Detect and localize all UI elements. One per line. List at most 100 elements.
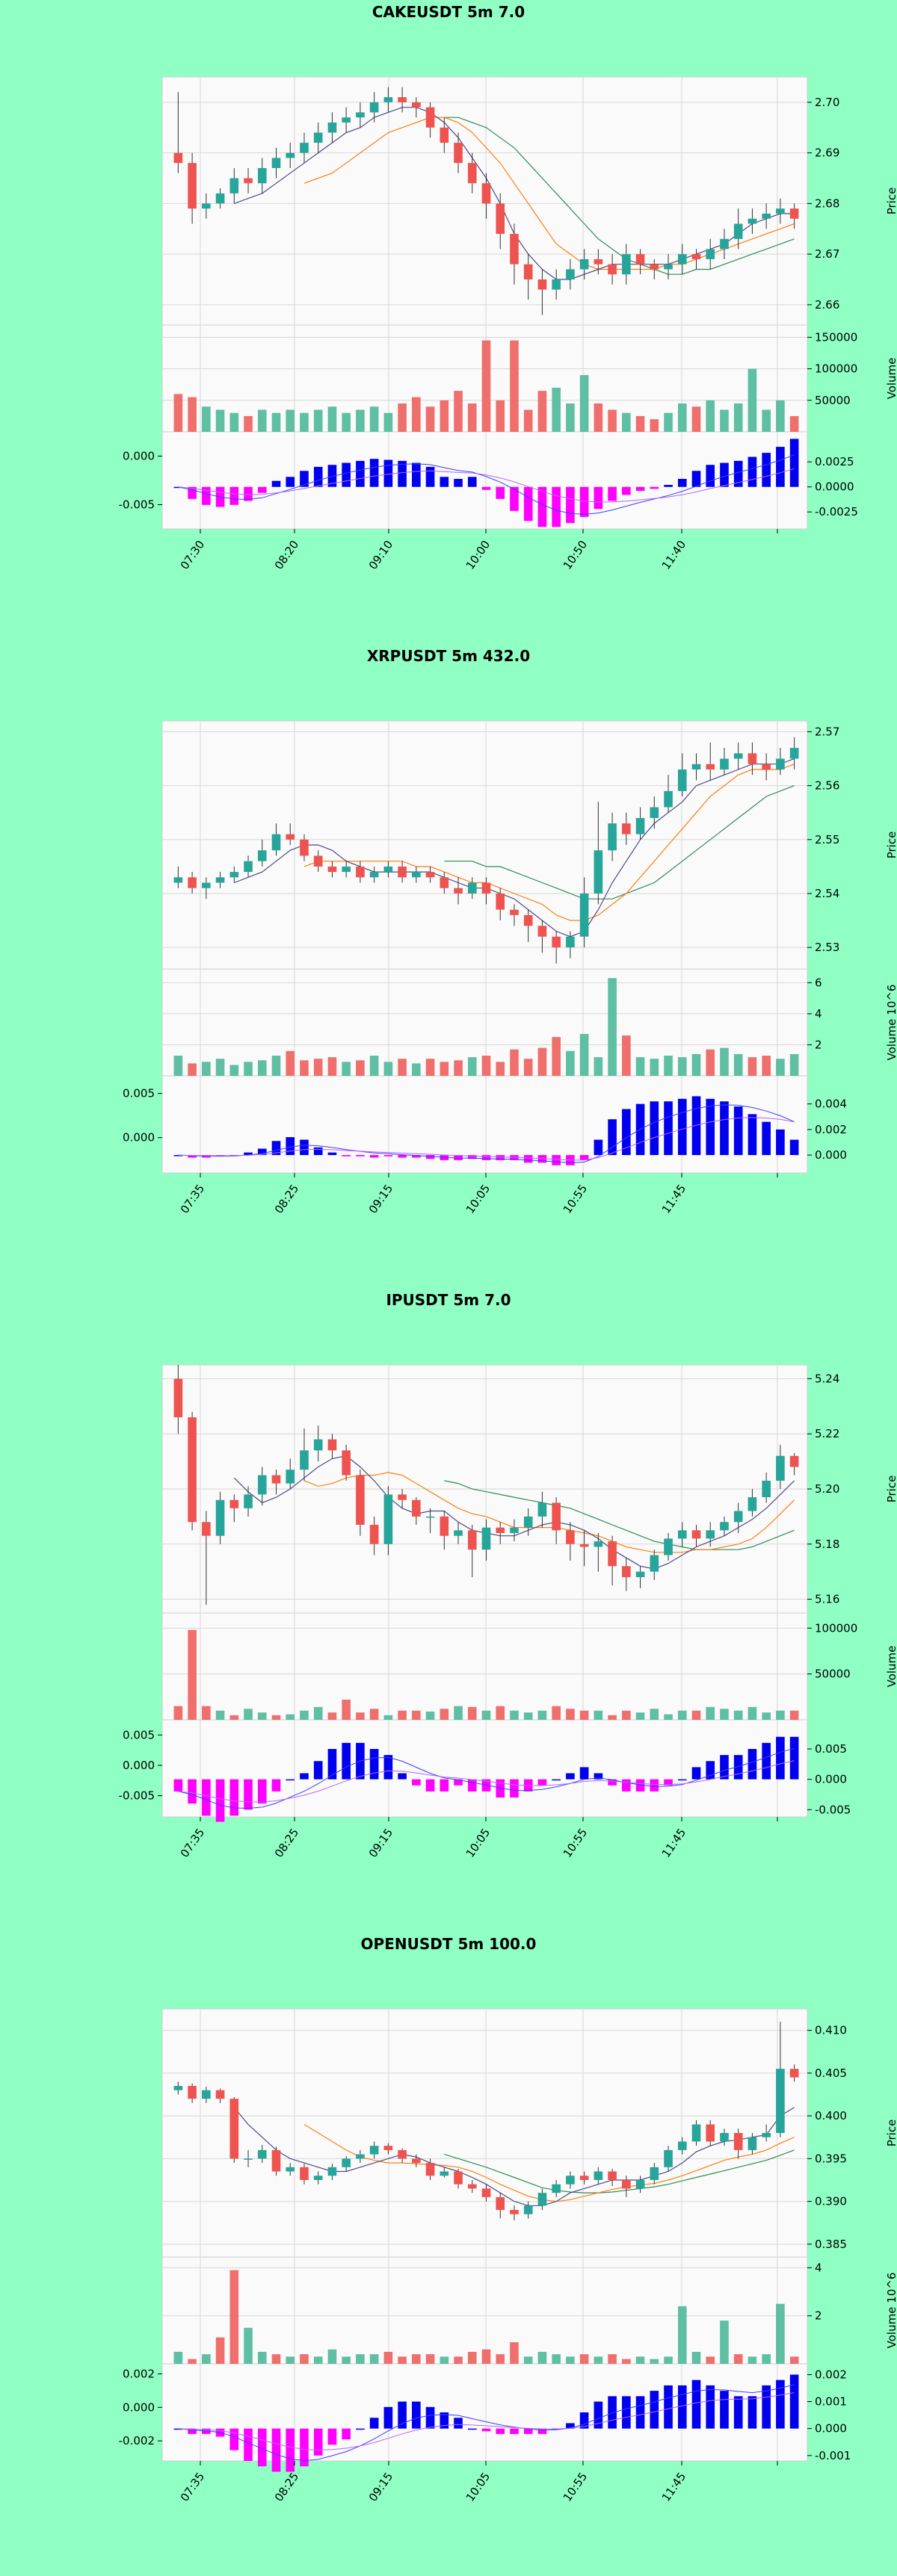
macd-right-tick-label: -0.0025 — [815, 505, 858, 518]
x-tick-label: 08:25 — [272, 1826, 302, 1860]
volume-bar — [537, 1710, 547, 1720]
chart-title: OPENUSDT 5m 100.0 — [360, 1935, 537, 1953]
ma-fast-line — [234, 758, 795, 938]
candle-body — [244, 1494, 253, 1508]
volume-bar — [776, 2303, 785, 2364]
chart-panel: XRPUSDT 5m 432.0 2.53 2.54 2.55 2.56 2.57 Pric… — [0, 644, 897, 1288]
macd-histogram-bar — [244, 1152, 253, 1156]
macd-histogram-bar — [552, 1779, 561, 1781]
candle-body — [286, 834, 295, 840]
macd-histogram-bar — [733, 2396, 743, 2429]
macd-histogram-bar — [481, 486, 491, 490]
ma-slow-line — [444, 1480, 795, 1550]
volume-axis-label: Volume 10^6 — [885, 2273, 897, 2349]
volume-bar — [762, 2354, 771, 2364]
volume-bar — [244, 415, 253, 432]
candle-body — [608, 264, 617, 275]
volume-bar — [650, 419, 659, 432]
candle-body — [467, 1530, 477, 1550]
volume-bar — [510, 1710, 519, 1720]
candle-body — [271, 1475, 281, 1484]
volume-bar — [552, 2354, 561, 2364]
macd-left-tick-label: 0.005 — [123, 1728, 155, 1741]
macd-histogram-bar — [789, 2374, 799, 2429]
candle-body — [733, 1511, 743, 1523]
volume-bar — [342, 2356, 351, 2364]
macd-histogram-bar — [229, 2428, 239, 2450]
volume-bar — [342, 1700, 351, 1720]
macd-histogram-bar — [383, 1155, 393, 1157]
candle-body — [313, 132, 323, 143]
candle-body — [622, 254, 631, 275]
volume-bar — [608, 1715, 617, 1720]
macd-histogram-bar — [327, 465, 337, 487]
macd-right-tick-label: 0.0025 — [815, 455, 854, 468]
macd-histogram-bar — [398, 2401, 407, 2429]
macd-histogram-bar — [720, 2391, 729, 2429]
candle-body — [313, 1439, 323, 1451]
candle-body — [622, 823, 631, 835]
macd-histogram-bar — [467, 2428, 477, 2430]
price-axis-label: Price — [885, 2120, 897, 2147]
macd-histogram-bar — [257, 486, 267, 493]
macd-histogram-bar — [691, 1096, 701, 1156]
macd-histogram-bar — [706, 1761, 715, 1780]
x-tick-label: 10:05 — [463, 1182, 493, 1216]
macd-histogram-bar — [425, 466, 435, 487]
macd-right-tick-label: 0.001 — [815, 2395, 847, 2409]
candle-body — [537, 926, 547, 937]
volume-bar — [664, 412, 673, 432]
candle-body — [271, 834, 281, 851]
macd-histogram-bar — [566, 1773, 575, 1780]
volume-bar — [356, 1712, 365, 1720]
macd-histogram-bar — [467, 477, 477, 487]
candle-body — [776, 758, 785, 770]
candle-body — [229, 178, 239, 193]
price-tick-label: 2.68 — [815, 196, 839, 210]
macd-histogram-bar — [454, 2418, 463, 2429]
candle-body — [706, 2124, 715, 2142]
macd-histogram-bar — [650, 1779, 659, 1792]
volume-bar — [398, 2356, 407, 2364]
volume-bar — [635, 1712, 645, 1720]
volume-bar — [523, 2356, 533, 2364]
macd-histogram-bar — [173, 1779, 183, 1792]
candle-body — [664, 1538, 673, 1555]
candle-body — [706, 249, 715, 259]
volume-tick-label: 50000 — [815, 1668, 851, 1681]
candle-body — [664, 264, 673, 270]
macd-histogram-bar — [776, 1129, 785, 1156]
price-tick-label: 0.390 — [815, 2195, 847, 2208]
candle-body — [425, 1516, 435, 1518]
price-tick-label: 5.20 — [815, 1482, 839, 1496]
volume-bar — [748, 1706, 757, 1720]
macd-histogram-bar — [425, 2406, 435, 2429]
macd-histogram-bar — [608, 486, 617, 501]
candle-body — [398, 2149, 407, 2159]
candle-body — [566, 269, 575, 280]
candle-body — [244, 861, 253, 873]
candle-body — [342, 866, 351, 873]
macd-left-tick-label: 0.002 — [123, 2367, 155, 2380]
signal-line — [178, 2392, 795, 2451]
ma-slow-line — [444, 2149, 795, 2193]
volume-bar — [215, 1059, 225, 1076]
candle-body — [635, 2179, 645, 2189]
volume-bar — [286, 1050, 295, 1076]
candle-body — [356, 2154, 365, 2159]
macd-histogram-bar — [313, 2428, 323, 2456]
candle-body — [706, 764, 715, 770]
macd-histogram-bar — [440, 477, 449, 487]
volume-bar — [677, 2306, 687, 2364]
volume-bar — [173, 394, 183, 432]
candle-body — [762, 764, 771, 770]
macd-right-tick-label: 0.004 — [815, 1097, 847, 1111]
candle-body — [369, 2146, 379, 2155]
macd-histogram-bar — [342, 2428, 351, 2440]
volume-bar — [650, 2359, 659, 2364]
x-tick-label: 11:45 — [659, 1182, 689, 1216]
candle-body — [523, 2205, 533, 2214]
macd-histogram-bar — [356, 1155, 365, 1157]
candle-body — [440, 127, 449, 143]
candle-body — [244, 178, 253, 184]
